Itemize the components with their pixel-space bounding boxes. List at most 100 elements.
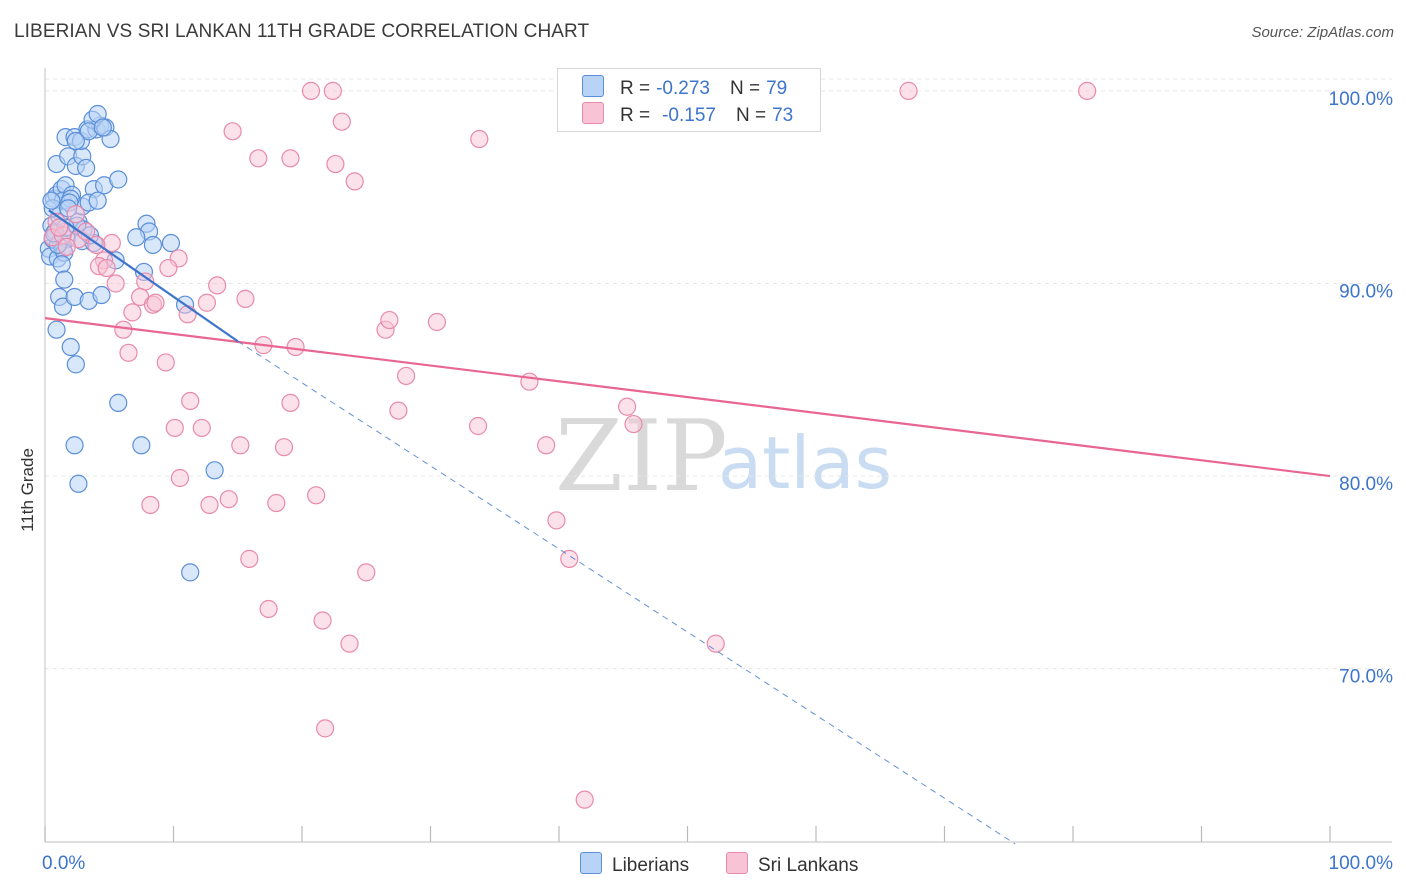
liberian-point [66,131,85,151]
legend-row-srilankan: R = -0.157 N = 73 [582,102,793,126]
liberian-point [42,191,61,210]
srilankan-point [281,149,300,168]
y-tick-label: 80.0% [1339,474,1393,495]
srilankan-point [106,274,125,293]
liberian-trend-line [48,209,239,343]
srilankan-point [165,418,184,438]
srilankan-trend-line [44,317,1331,478]
srilankan-point [575,790,594,809]
legend-row-liberian: R = -0.273 N = 79 [582,75,787,99]
srilankan-point [281,393,300,412]
srilankan-point [208,276,227,295]
legend-r-label: R = [620,105,651,126]
y-tick-label: 70.0% [1339,667,1393,688]
watermark-zip: ZIP [555,400,728,514]
srilankan-point [192,418,211,438]
legend-n-value: 73 [772,105,794,126]
srilankan-point [332,112,351,131]
srilankan-swatch [582,102,604,124]
srilankan-point [219,490,238,509]
tick-labels: 100.0% 90.0% 80.0% 70.0% 0.0% 100.0% [42,89,1393,874]
srilankans-legend-label: Sri Lankans [758,855,859,876]
liberian-point [47,320,66,339]
srilankan-point [1078,81,1097,100]
liberian-point [127,228,146,247]
srilankan-point [97,258,116,278]
srilankan-point [223,122,242,141]
liberian-point [181,563,200,582]
liberian-point [69,474,88,493]
srilankan-point [267,493,286,513]
srilankan-point [170,468,190,488]
srilankan-points [43,81,1097,809]
legend-n-label: N = [735,105,767,126]
liberian-trend-extension [237,340,1016,845]
bottom-legend-srilankans: Sri Lankans [726,852,858,877]
srilankan-point [520,372,539,391]
srilankan-point [114,320,133,339]
srilankan-point [156,353,175,372]
liberian-point [61,337,80,357]
liberian-point [93,118,112,137]
srilankan-point [899,81,918,100]
liberian-point [88,191,107,210]
source-label: Source: ZipAtlas.com [1251,24,1394,41]
srilankan-point [57,237,76,256]
srilankan-point [323,81,342,100]
srilankan-point [66,205,85,224]
srilankan-point [345,172,364,191]
y-tick-label: 90.0% [1339,281,1393,302]
srilankan-point [274,438,294,457]
srilankan-point [181,391,200,411]
liberian-swatch [582,75,604,97]
trend-lines [44,209,1331,845]
stats-legend: R = -0.273 N = 79 R = -0.157 N = 73 [557,68,821,132]
srilankan-point [316,719,335,738]
srilankan-point [240,549,259,568]
srilankan-point [560,549,579,568]
srilankan-point [396,366,416,386]
liberian-point [65,436,84,455]
legend-n-value: 79 [766,78,788,99]
srilankan-point [357,563,376,582]
srilankan-point [286,337,305,357]
x-tick-label-right: 100.0% [1329,853,1394,874]
srilankan-point [200,495,219,515]
srilankan-point [618,397,637,416]
srilankan-point [326,154,345,174]
bottom-legend-liberians: Liberians [580,852,689,877]
srilankan-point [380,310,399,330]
liberian-point [92,285,111,305]
x-tick-label-left: 0.0% [42,853,85,874]
legend-r-value: -0.157 [662,105,716,126]
srilankan-point [259,599,278,619]
liberian-point [161,233,181,253]
srilankan-point [301,81,321,100]
liberian-point [109,393,128,412]
srilankan-point [706,634,725,653]
srilankan-point [313,611,332,630]
srilankan-point [307,486,326,505]
liberian-point [205,461,224,480]
srilankan-point [624,414,643,434]
srilankan-point [389,401,408,420]
liberian-point [52,255,71,274]
liberian-point [77,158,96,178]
watermark: ZIP atlas [555,400,892,514]
liberian-point [55,270,74,289]
srilankan-point [159,258,178,278]
legend-r-label: R = [620,78,651,99]
srilankan-point [249,149,268,168]
legend-r-value: -0.273 [656,78,710,99]
grid-lines [45,78,1392,670]
liberian-point [143,235,163,255]
srilankan-point [340,634,359,653]
liberian-point [66,355,85,374]
srilankans-legend-swatch [726,852,748,874]
srilankan-point [537,436,556,455]
srilankan-point [141,495,160,515]
srilankan-point [547,511,566,530]
srilankan-point [123,303,142,322]
liberian-points [39,104,224,582]
